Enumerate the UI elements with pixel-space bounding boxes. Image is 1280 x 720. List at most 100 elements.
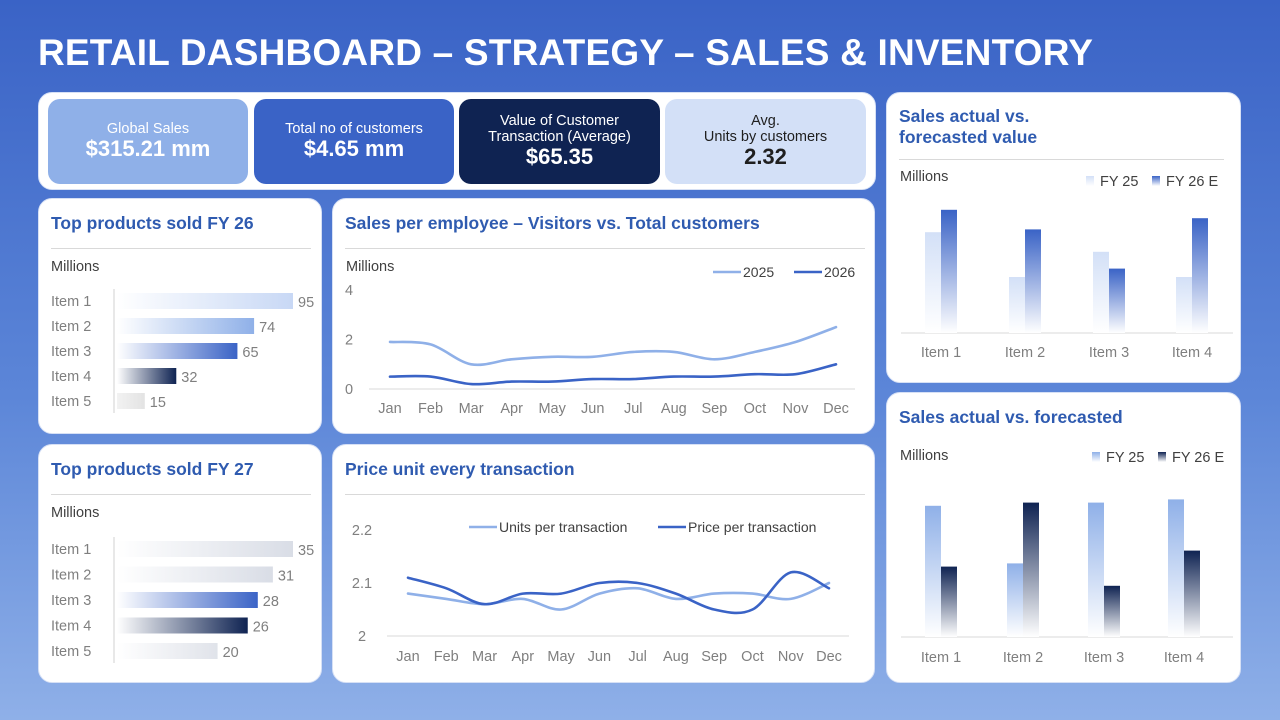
legend-label: FY 26 E — [1166, 174, 1218, 190]
category-label: Item 3 — [51, 593, 91, 609]
unit-label: Millions — [51, 259, 100, 275]
x-tick-label: Jun — [588, 649, 611, 665]
x-tick-label: Nov — [778, 649, 805, 665]
legend-label: 2026 — [824, 264, 855, 280]
data-label: 35 — [298, 543, 314, 559]
legend-label: FY 25 — [1106, 450, 1144, 466]
panel-title: Sales per employee – Visitors vs. Total … — [345, 213, 760, 233]
sales-per-employee-panel: Sales per employee – Visitors vs. Total … — [332, 198, 875, 434]
x-tick-label: Sep — [701, 649, 727, 665]
bar — [1093, 251, 1109, 333]
kpi-label: Total no of customers — [285, 121, 423, 138]
legend-label: FY 26 E — [1172, 450, 1224, 466]
legend-swatch — [1086, 176, 1094, 186]
y-tick-label: 2.1 — [352, 576, 372, 592]
x-tick-label: Mar — [472, 649, 497, 665]
bar — [941, 566, 957, 637]
kpi-card: Global Sales $315.21 mm — [48, 99, 248, 184]
data-label: 74 — [259, 320, 275, 336]
x-tick-label: Feb — [418, 401, 443, 417]
price-unit-chart: 2 2.1 2.2 Jan Feb Mar Apr May Jun Jul Aug Sep Oct Nov… — [352, 519, 849, 665]
data-label: 20 — [223, 645, 239, 661]
unit-label: Millions — [900, 169, 949, 185]
x-tick-label: Jul — [628, 649, 647, 665]
x-tick-label: Oct — [741, 649, 764, 665]
category-label: Item 4 — [51, 369, 91, 385]
bar — [117, 566, 273, 583]
bar — [1009, 277, 1025, 333]
divider — [51, 494, 311, 495]
x-tick-label: Item 3 — [1089, 345, 1129, 361]
bar — [117, 368, 177, 384]
x-tick-label: Sep — [701, 401, 727, 417]
bar — [117, 343, 238, 359]
x-tick-label: Aug — [663, 649, 689, 665]
kpi-value: $315.21 mm — [85, 136, 211, 162]
x-tick-label: Item 4 — [1164, 650, 1204, 666]
x-tick-label: Jan — [396, 649, 419, 665]
category-label: Item 5 — [51, 394, 91, 410]
category-label: Item 2 — [51, 568, 91, 584]
divider — [345, 248, 865, 249]
panel-title: Top products sold FY 26 — [51, 213, 254, 233]
sales-vs-forecast-chart: Item 1 Item 2 Item 3 Item 4 FY 25 FY 26 E — [901, 450, 1233, 666]
top-products-fy27-chart: Item 1 35 Item 2 31 Item 3 28 Item 4 26 Item 5 20 — [51, 537, 314, 663]
series-line — [388, 363, 838, 386]
legend-label: Units per transaction — [499, 519, 627, 535]
legend-label: FY 25 — [1100, 174, 1138, 190]
panel-title: Top products sold FY 27 — [51, 459, 254, 479]
x-tick-label: Item 2 — [1005, 345, 1045, 361]
series-line — [406, 570, 831, 615]
kpi-card: Value of Customer Transaction (Average) $… — [459, 99, 660, 184]
x-tick-label: Item 1 — [921, 345, 961, 361]
bar — [117, 541, 293, 557]
sales-vs-forecast-value-chart: Item 1 Item 2 Item 3 Item 4 FY 25 FY 26 E — [901, 174, 1233, 361]
y-tick-label: 0 — [345, 382, 353, 398]
legend-swatch — [1152, 176, 1160, 186]
bar — [1088, 502, 1104, 637]
bar — [117, 617, 248, 634]
category-label: Item 3 — [51, 344, 91, 360]
category-label: Item 2 — [51, 319, 91, 335]
data-label: 31 — [278, 569, 294, 585]
series-line — [388, 325, 838, 367]
price-unit-panel: Price unit every transaction 2 2.1 2.2 Jan F… — [332, 444, 875, 683]
panel-title: Sales actual vs. forecasted — [899, 407, 1123, 427]
panel-title: Price unit every transaction — [345, 459, 575, 479]
divider — [899, 159, 1224, 160]
bar — [1023, 502, 1039, 637]
top-products-fy26-chart: Item 1 95 Item 2 74 Item 3 65 Item 4 32 Item 5 15 — [51, 289, 314, 413]
top-products-fy27-panel: Top products sold FY 27 Millions Item 1 3… — [38, 444, 322, 683]
x-tick-label: Jan — [378, 401, 401, 417]
y-tick-label: 2 — [358, 629, 366, 645]
legend-swatch — [1092, 452, 1100, 462]
bar — [925, 505, 941, 637]
kpi-card: Avg. Units by customers 2.32 — [665, 99, 866, 184]
divider — [51, 248, 311, 249]
y-tick-label: 4 — [345, 283, 353, 299]
x-tick-label: Dec — [816, 649, 842, 665]
unit-label: Millions — [900, 448, 949, 464]
x-tick-label: Item 1 — [921, 650, 961, 666]
x-tick-label: Item 4 — [1172, 345, 1212, 361]
category-label: Item 1 — [51, 542, 91, 558]
bar — [117, 643, 218, 659]
bar — [941, 209, 957, 333]
data-label: 15 — [150, 395, 166, 411]
x-tick-label: Item 2 — [1003, 650, 1043, 666]
x-tick-label: Apr — [512, 649, 535, 665]
y-tick-label: 2 — [345, 333, 353, 349]
bar — [117, 592, 258, 608]
page-title: RETAIL DASHBOARD – STRATEGY – SALES & IN… — [38, 32, 1094, 73]
bar — [117, 293, 293, 309]
y-tick-label: 2.2 — [352, 523, 372, 539]
x-tick-label: May — [538, 401, 566, 417]
legend-label: 2025 — [743, 264, 774, 280]
kpi-label: Global Sales — [106, 121, 190, 138]
kpi-card: Total no of customers $4.65 mm — [254, 99, 454, 184]
bar — [1168, 499, 1184, 637]
legend-swatch — [1158, 452, 1166, 462]
category-label: Item 4 — [51, 619, 91, 635]
bar — [1109, 268, 1125, 333]
x-tick-label: Item 3 — [1084, 650, 1124, 666]
